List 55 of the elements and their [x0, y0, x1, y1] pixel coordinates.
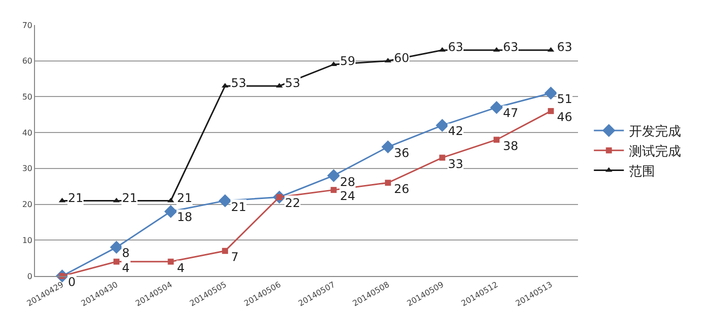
point — [381, 140, 394, 154]
y-tick-label: 0 — [27, 272, 32, 281]
data-label: 21 — [122, 191, 138, 205]
point — [113, 258, 120, 265]
point — [327, 169, 340, 182]
data-label: 60 — [394, 51, 410, 65]
data-label: 7 — [231, 250, 239, 264]
point — [222, 248, 228, 254]
y-tick-label: 70 — [22, 20, 32, 30]
point — [168, 258, 174, 265]
point — [384, 180, 391, 186]
point — [164, 204, 178, 218]
data-label: 38 — [503, 139, 518, 153]
y-tick-label: 50 — [22, 92, 32, 102]
legend-label: 开发完成 — [628, 124, 681, 140]
data-label: 59 — [340, 54, 356, 68]
data-label: 36 — [394, 146, 410, 160]
legend-label: 测试完成 — [628, 143, 681, 160]
data-label: 21 — [231, 200, 246, 214]
data-label: 46 — [557, 110, 572, 124]
data-label: 63 — [503, 40, 518, 54]
data-label: 24 — [340, 189, 356, 203]
data-label: 53 — [231, 76, 246, 90]
y-tick-label: 10 — [22, 236, 32, 245]
data-label: 21 — [177, 191, 192, 205]
data-label: 53 — [285, 76, 300, 90]
point — [110, 240, 123, 254]
data-label: 63 — [557, 40, 572, 54]
point — [494, 136, 500, 143]
data-label: 0 — [68, 275, 76, 289]
data-label: 8 — [122, 246, 130, 260]
data-label: 4 — [122, 261, 130, 275]
data-label: 21 — [68, 191, 84, 205]
point — [330, 186, 337, 193]
point — [548, 108, 554, 114]
data-label: 47 — [503, 106, 518, 120]
legend-label: 范围 — [628, 164, 655, 180]
point — [436, 118, 449, 132]
data-label: 18 — [177, 210, 192, 224]
data-label: 22 — [285, 196, 300, 210]
point — [544, 86, 558, 100]
point — [490, 100, 504, 114]
data-label: 63 — [448, 40, 464, 54]
data-label: 28 — [340, 175, 356, 189]
point — [218, 194, 232, 208]
y-tick-label: 20 — [22, 200, 32, 210]
data-label: 42 — [448, 124, 464, 138]
data-label: 51 — [557, 92, 572, 106]
y-tick-label: 30 — [22, 164, 32, 174]
point — [439, 154, 446, 161]
data-label: 33 — [448, 157, 464, 171]
data-label: 26 — [394, 182, 410, 196]
data-label: 4 — [177, 261, 185, 275]
y-tick-label: 40 — [22, 128, 32, 138]
y-tick-label: 60 — [22, 56, 32, 66]
